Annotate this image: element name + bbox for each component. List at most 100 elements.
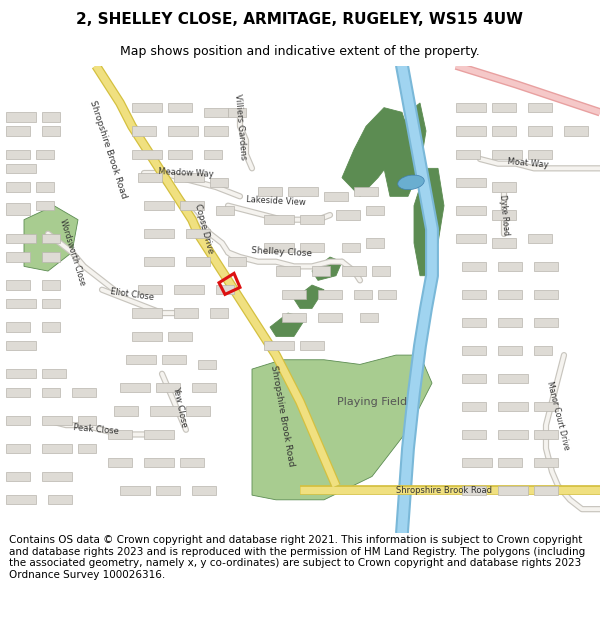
Bar [144,458,174,467]
Bar [264,243,294,252]
Bar [186,257,210,266]
Bar [186,229,210,238]
Bar [492,103,516,112]
Bar [6,416,30,425]
Bar [6,126,30,136]
Text: Playing Field: Playing Field [337,397,407,407]
Bar [456,149,480,159]
Bar [498,318,522,327]
Bar [132,103,162,112]
Bar [132,332,162,341]
Bar [204,107,228,117]
Bar [42,112,60,122]
Bar [498,262,522,271]
Bar [534,318,558,327]
Text: Copse Drive: Copse Drive [193,203,215,255]
Bar [210,177,228,187]
Bar [42,126,60,136]
Bar [186,406,210,416]
Bar [174,308,198,318]
Bar [462,402,486,411]
Polygon shape [294,285,324,308]
Bar [528,234,552,243]
Bar [144,201,174,211]
Bar [534,486,558,495]
Bar [228,257,246,266]
Bar [456,234,486,243]
Bar [6,444,30,453]
Text: Villiers Gardens: Villiers Gardens [233,93,247,160]
Bar [336,211,360,220]
Text: Meadow Way: Meadow Way [158,167,214,179]
Bar [492,182,516,192]
Bar [192,383,216,392]
Bar [372,266,390,276]
Bar [132,308,162,318]
Bar [198,360,216,369]
Bar [456,206,486,215]
Bar [6,369,36,378]
Text: Contains OS data © Crown copyright and database right 2021. This information is : Contains OS data © Crown copyright and d… [9,535,585,580]
Bar [6,164,36,173]
Polygon shape [414,168,444,276]
Bar [282,290,306,299]
Bar [264,215,294,224]
Bar [534,262,558,271]
Text: Shropshire Brook Road: Shropshire Brook Road [396,486,492,495]
Bar [42,234,60,243]
Text: Shelley Close: Shelley Close [251,246,313,259]
Bar [156,383,180,392]
Ellipse shape [398,175,424,189]
Bar [528,126,552,136]
Bar [462,458,492,467]
Bar [318,313,342,322]
Bar [174,173,204,182]
Bar [288,187,318,196]
Bar [498,374,528,383]
Bar [318,290,342,299]
Bar [498,290,522,299]
Bar [6,253,30,262]
Bar [216,206,234,215]
Bar [168,103,192,112]
Bar [42,322,60,332]
Bar [6,322,30,332]
Text: Shropshire Brook Road: Shropshire Brook Road [88,99,128,200]
Text: Moat Way: Moat Way [507,158,549,170]
Bar [72,388,96,397]
Bar [6,182,30,192]
Text: Shropshire Brook Road: Shropshire Brook Road [269,364,295,467]
Text: Wordsworth Close: Wordsworth Close [58,218,86,287]
Bar [168,126,198,136]
Polygon shape [384,103,426,196]
Bar [498,486,528,495]
Polygon shape [342,107,408,196]
Bar [114,406,138,416]
Text: Map shows position and indicative extent of the property.: Map shows position and indicative extent… [120,45,480,58]
Bar [462,430,486,439]
Bar [6,281,30,290]
Polygon shape [24,206,78,271]
Polygon shape [270,313,306,336]
Bar [462,346,486,355]
Bar [168,149,192,159]
Bar [6,388,30,397]
Bar [144,257,174,266]
Bar [42,416,72,425]
Bar [156,486,180,495]
Bar [564,126,588,136]
Bar [456,103,486,112]
Bar [42,281,60,290]
Polygon shape [312,257,342,281]
Bar [42,388,60,397]
Bar [498,402,528,411]
Bar [492,126,516,136]
Bar [6,112,36,122]
Bar [120,486,150,495]
Bar [216,285,234,294]
Bar [162,355,186,364]
Bar [78,444,96,453]
Bar [342,266,366,276]
Bar [366,206,384,215]
Text: Yew Close: Yew Close [171,385,189,428]
